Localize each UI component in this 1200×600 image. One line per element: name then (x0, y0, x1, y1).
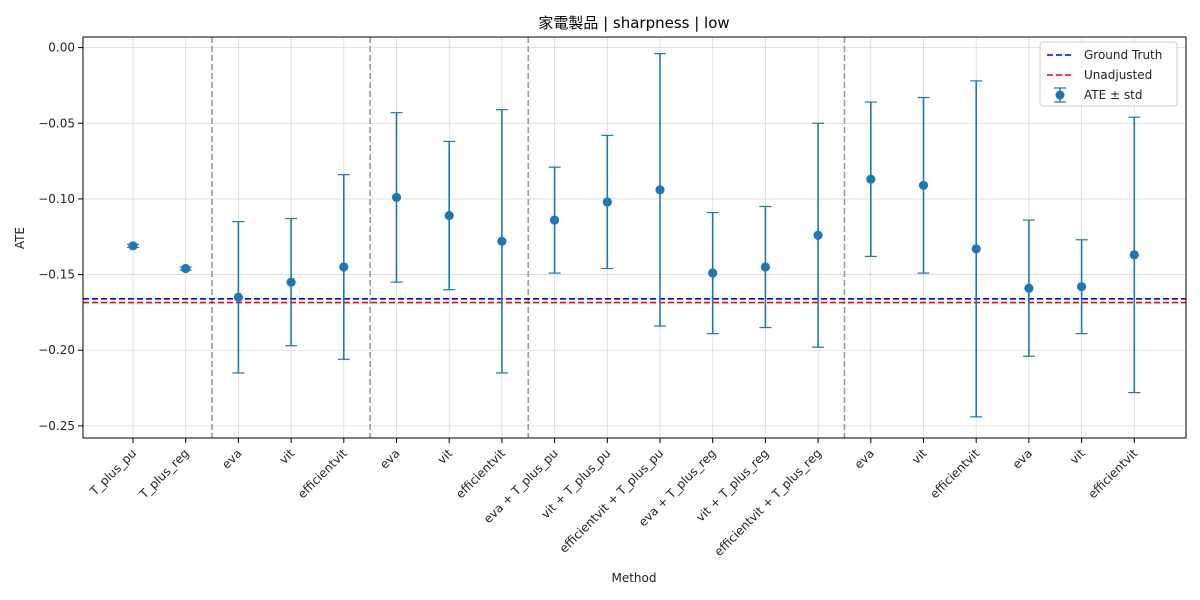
chart-title: 家電製品 | sharpness | low (538, 14, 729, 32)
grid-lines (83, 37, 1186, 438)
x-tick-label: efficientvit + T_plus_pu (557, 446, 666, 555)
reference-lines (83, 297, 1186, 304)
x-tick-label: efficientvit (295, 446, 350, 501)
legend-ate-swatch-marker (1055, 90, 1065, 100)
legend: Ground Truth Unadjusted ATE ± std (1039, 41, 1178, 107)
x-axis-label: Method (611, 571, 656, 585)
y-tick-label: −0.25 (38, 419, 75, 433)
data-point (655, 185, 665, 195)
x-tick-label: eva (852, 446, 877, 471)
x-tick-label: eva (377, 446, 402, 471)
legend-unadjusted-label: Unadjusted (1084, 68, 1152, 82)
data-point (708, 268, 718, 278)
x-tick-label: T_plus_reg (136, 446, 192, 502)
data-point (760, 262, 771, 272)
data-point (444, 210, 454, 221)
data-point (286, 277, 296, 287)
y-ticks: 0.00 −0.05 −0.10 −0.15 −0.20 −0.25 (38, 41, 83, 433)
data-point (1077, 282, 1087, 292)
y-tick-label: 0.00 (48, 41, 75, 55)
data-point (497, 236, 507, 246)
data-point (550, 215, 560, 225)
data-point (866, 174, 876, 184)
x-tick-label: efficientvit (453, 446, 508, 501)
x-tick-label: vit (435, 446, 456, 467)
x-tick-label: eva (219, 446, 244, 471)
data-points (128, 174, 1139, 302)
x-tick-label: vit (277, 446, 298, 467)
plot-frame (82, 36, 1187, 439)
data-point (1024, 283, 1034, 293)
y-axis-label: ATE (13, 227, 27, 249)
y-tick-label: −0.10 (38, 192, 75, 206)
data-point (602, 197, 612, 207)
x-tick-label: efficientvit + T_plus_reg (712, 446, 825, 559)
x-tick-label: efficientvit (1085, 446, 1140, 501)
data-point (181, 263, 191, 274)
x-tick-label: vit (1067, 446, 1088, 467)
data-point (971, 244, 981, 254)
data-point (391, 192, 402, 202)
y-tick-label: −0.05 (38, 116, 75, 130)
x-tick-label: efficientvit (927, 446, 982, 501)
group-separators (211, 37, 846, 438)
legend-box (1039, 41, 1178, 107)
data-point (233, 292, 243, 302)
data-point (813, 230, 823, 240)
legend-ground-truth-label: Ground Truth (1084, 48, 1162, 62)
data-point (1129, 250, 1139, 260)
data-point (128, 241, 138, 251)
y-tick-label: −0.20 (38, 343, 75, 357)
data-point (339, 262, 349, 272)
x-tick-label: T_plus_pu (87, 446, 140, 499)
x-tick-label: vit (909, 446, 930, 467)
error-bars (127, 53, 1141, 418)
y-tick-label: −0.15 (38, 268, 75, 282)
data-point (918, 180, 929, 190)
x-tick-label: eva (1010, 446, 1035, 471)
legend-ate-label: ATE ± std (1084, 88, 1142, 102)
